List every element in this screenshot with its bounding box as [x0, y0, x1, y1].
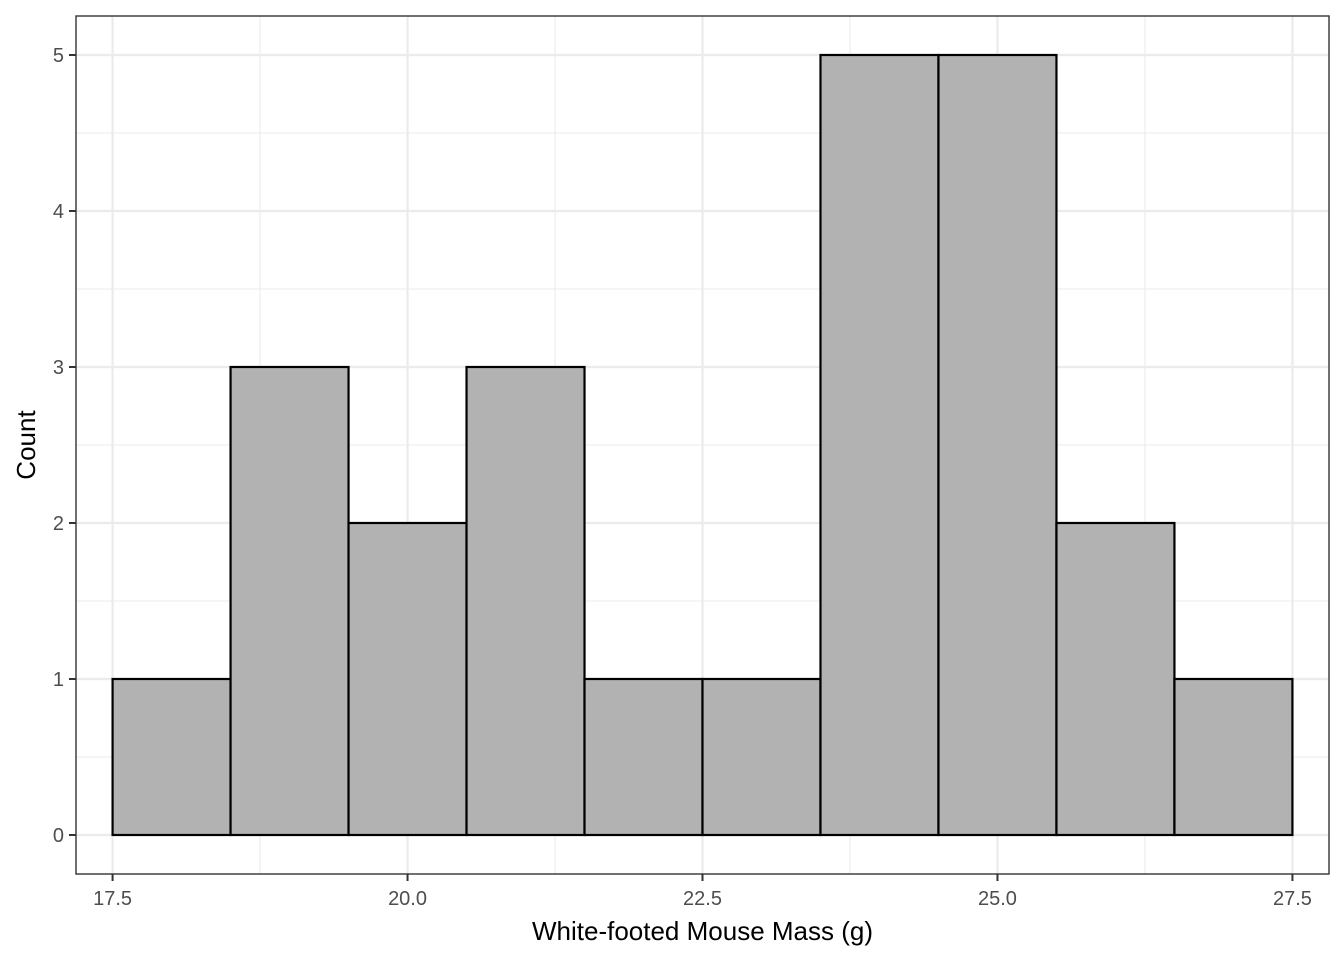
- y-tick-label: 3: [53, 357, 64, 379]
- histogram-bars: [111, 53, 1294, 837]
- histogram-bar-7: [819, 53, 940, 837]
- x-tick-label: 25.0: [978, 888, 1017, 910]
- y-tick-label: 2: [53, 513, 64, 535]
- histogram-bar-8: [937, 53, 1058, 837]
- histogram-bar-9: [1055, 521, 1176, 837]
- histogram-bar-6: [701, 677, 822, 837]
- histogram-bar-5: [583, 677, 704, 837]
- x-axis: 17.5 20.0 22.5 25.0 27.5: [93, 874, 1312, 910]
- y-tick-label: 4: [53, 201, 64, 223]
- x-tick-label: 20.0: [388, 888, 427, 910]
- x-tick-label: 27.5: [1273, 888, 1312, 910]
- x-tick-label: 22.5: [683, 888, 722, 910]
- histogram-bar-2: [229, 365, 350, 837]
- histogram-bar-3: [347, 521, 468, 837]
- histogram-bar-10: [1173, 677, 1294, 837]
- histogram-bar-4: [465, 365, 586, 837]
- x-axis-title: White-footed Mouse Mass (g): [532, 916, 873, 946]
- y-tick-label: 1: [53, 669, 64, 691]
- y-tick-label: 0: [53, 825, 64, 847]
- histogram-bar-1: [111, 677, 232, 837]
- y-tick-label: 5: [53, 45, 64, 67]
- x-tick-label: 17.5: [93, 888, 132, 910]
- y-axis-title: Count: [11, 410, 41, 480]
- y-axis: 0 1 2 3 4 5: [53, 45, 76, 847]
